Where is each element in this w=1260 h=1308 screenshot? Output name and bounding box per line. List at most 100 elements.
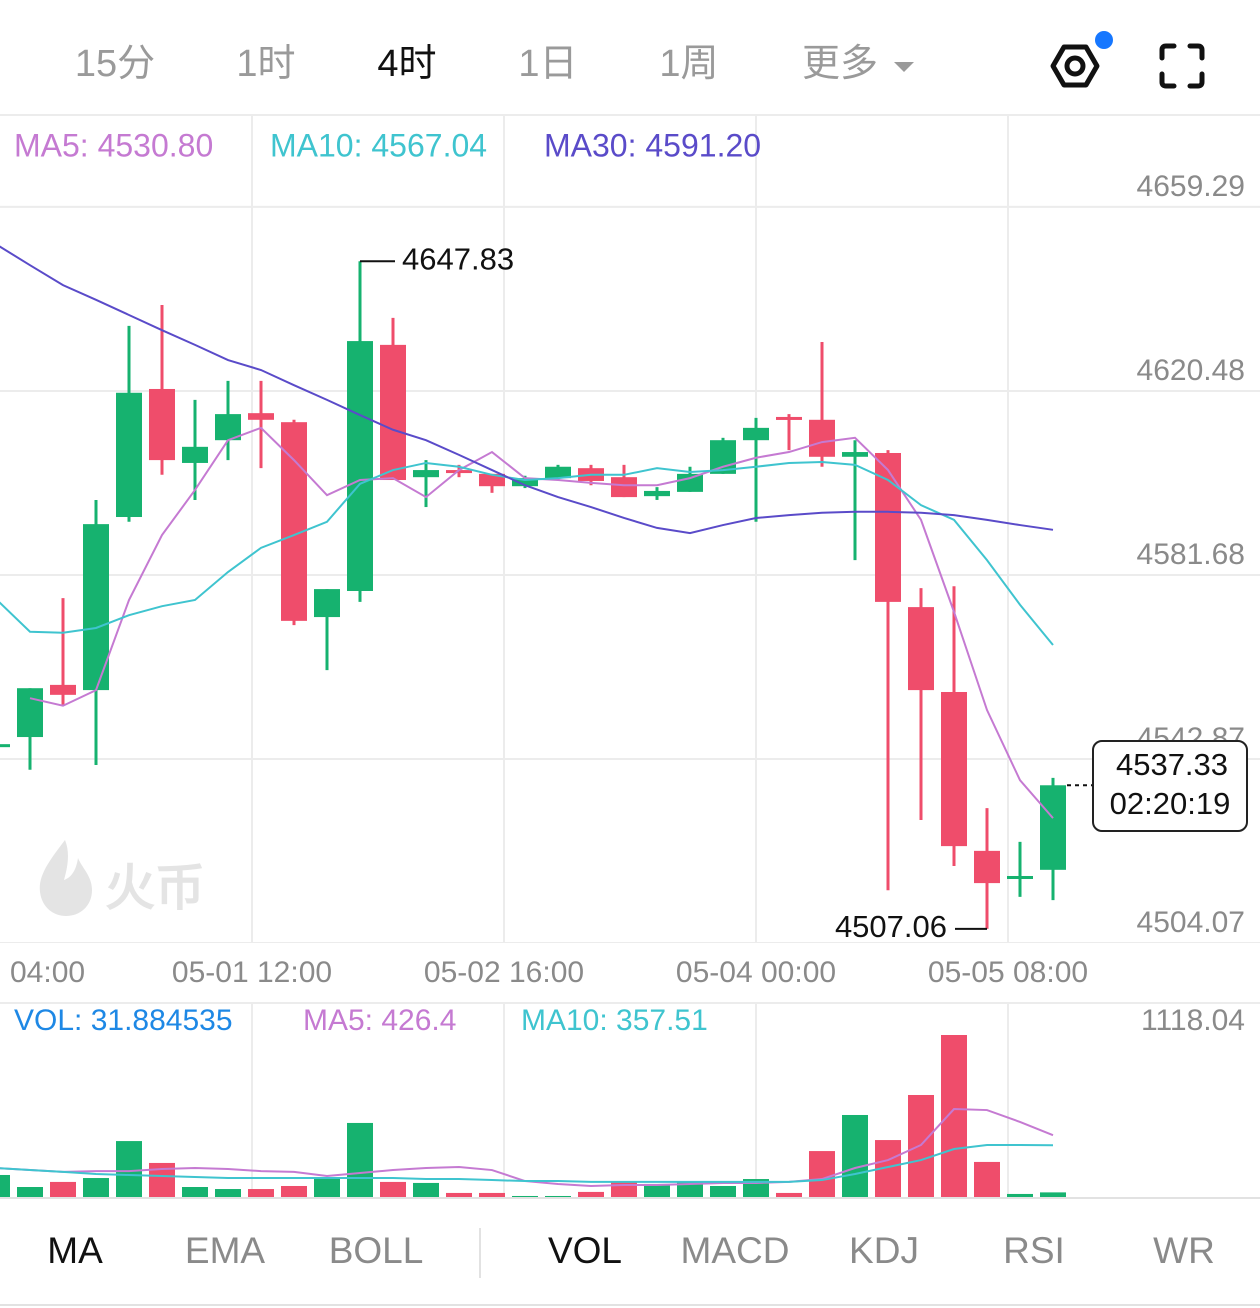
volume-bar (809, 1151, 835, 1197)
volume-bar (215, 1189, 241, 1197)
candle-body (809, 419, 835, 457)
candle-body (611, 477, 637, 498)
x-tick-label: 05-04 00:00 (676, 956, 836, 989)
y-tick-label: 1118.04 (1141, 1004, 1245, 1037)
candle-body (545, 466, 571, 479)
candle-body (116, 392, 142, 518)
volume-bar (1040, 1192, 1066, 1197)
candle-body (941, 691, 967, 847)
timeframe-tab[interactable]: 1周 (659, 43, 718, 85)
high-label: 4647.83 (402, 241, 514, 276)
candle-body (17, 688, 43, 738)
candle-body (776, 416, 802, 420)
candle-body (0, 744, 10, 748)
watermark-text: 火币 (105, 860, 205, 916)
volume-bar (479, 1192, 505, 1197)
y-tick-label: 4581.68 (1137, 538, 1245, 571)
watermark: 火币 (39, 840, 205, 916)
ma-line (0, 245, 1054, 535)
fullscreen-icon[interactable] (1159, 43, 1205, 89)
candle-body (842, 452, 868, 457)
dropdown-arrow[interactable] (894, 62, 914, 72)
volume-bar (578, 1191, 604, 1197)
candle-body (347, 341, 373, 591)
volume-bar (50, 1181, 76, 1197)
volume-bar (974, 1161, 1000, 1197)
candle-body (677, 473, 703, 492)
volume-bar (0, 1174, 10, 1197)
volume-legend: MA10: 357.51 (521, 1004, 708, 1037)
volume-bar (380, 1181, 406, 1197)
indicator-tab[interactable]: KDJ (849, 1230, 919, 1271)
y-tick-label: 4620.48 (1137, 354, 1245, 387)
price-box (1092, 740, 1248, 832)
volume-bar (1007, 1193, 1033, 1197)
timeframe-tab[interactable]: 15分 (75, 43, 155, 85)
countdown: 02:20:19 (1110, 786, 1231, 821)
volume-bar (677, 1181, 703, 1197)
volume-bar (281, 1185, 307, 1197)
x-tick-label: 05-02 16:00 (424, 956, 584, 989)
candle-body (413, 470, 439, 478)
volume-plot (0, 1035, 1066, 1197)
volume-bar (17, 1187, 43, 1197)
volume-bar (446, 1192, 472, 1197)
candle-body (446, 470, 472, 474)
candle-body (50, 684, 76, 695)
candle-body (974, 850, 1000, 884)
candle-body (908, 607, 934, 691)
volume-bar (83, 1178, 109, 1197)
candle-body (149, 388, 175, 461)
volume-bar (644, 1183, 670, 1197)
indicator-tab[interactable]: BOLL (329, 1230, 424, 1271)
ma-legend: MA10: 4567.04 (270, 127, 487, 163)
volume-bar (248, 1189, 274, 1197)
timeframe-tab[interactable]: 1日 (518, 43, 577, 85)
x-tick-label: 04:00 (10, 956, 85, 989)
volume-bar (413, 1182, 439, 1197)
indicator-tab[interactable]: MA (47, 1230, 103, 1271)
x-tick-label: 05-05 08:00 (928, 956, 1088, 989)
candle-body (644, 490, 670, 497)
candle-body (1007, 875, 1033, 879)
vertical-grid (251, 116, 1009, 1197)
indicator-tab[interactable]: MACD (681, 1230, 790, 1271)
timeframe-tab[interactable]: 更多 (802, 43, 878, 85)
volume-bar (347, 1122, 373, 1197)
volume-bar (545, 1195, 571, 1197)
volume-ma-line (0, 1143, 1054, 1183)
volume-legend: VOL: 31.884535 (14, 1004, 233, 1037)
candle-body (875, 452, 901, 602)
x-tick-label: 05-01 12:00 (172, 956, 332, 989)
indicator-tab[interactable]: VOL (548, 1230, 622, 1271)
volume-bar (710, 1185, 736, 1197)
settings-icon[interactable] (1050, 31, 1113, 88)
candle-body (83, 524, 109, 691)
indicator-tab[interactable]: WR (1153, 1230, 1215, 1271)
ma-legend: MA5: 4530.80 (14, 127, 213, 163)
volume-bar (182, 1187, 208, 1197)
candle-body (479, 473, 505, 487)
y-tick-label: 4504.07 (1137, 906, 1245, 939)
last-price: 4537.33 (1116, 747, 1228, 782)
candle-body (281, 422, 307, 621)
price-plot (0, 205, 1260, 943)
indicator-tab[interactable]: RSI (1003, 1230, 1065, 1271)
volume-bar (116, 1141, 142, 1197)
candle-body (248, 413, 274, 420)
volume-legend: MA5: 426.4 (303, 1004, 456, 1037)
indicator-tab[interactable]: EMA (185, 1230, 266, 1271)
candle-body (314, 589, 340, 618)
volume-bar (314, 1178, 340, 1197)
candle-body (743, 427, 769, 441)
volume-bar (776, 1192, 802, 1197)
volume-bar (941, 1035, 967, 1197)
y-tick-label: 4659.29 (1137, 170, 1245, 203)
ma-legend: MA30: 4591.20 (544, 127, 761, 163)
candle-body (182, 446, 208, 463)
timeframe-tab[interactable]: 1时 (236, 43, 295, 85)
timeframe-tab[interactable]: 4时 (377, 43, 436, 85)
volume-bar (842, 1114, 868, 1197)
